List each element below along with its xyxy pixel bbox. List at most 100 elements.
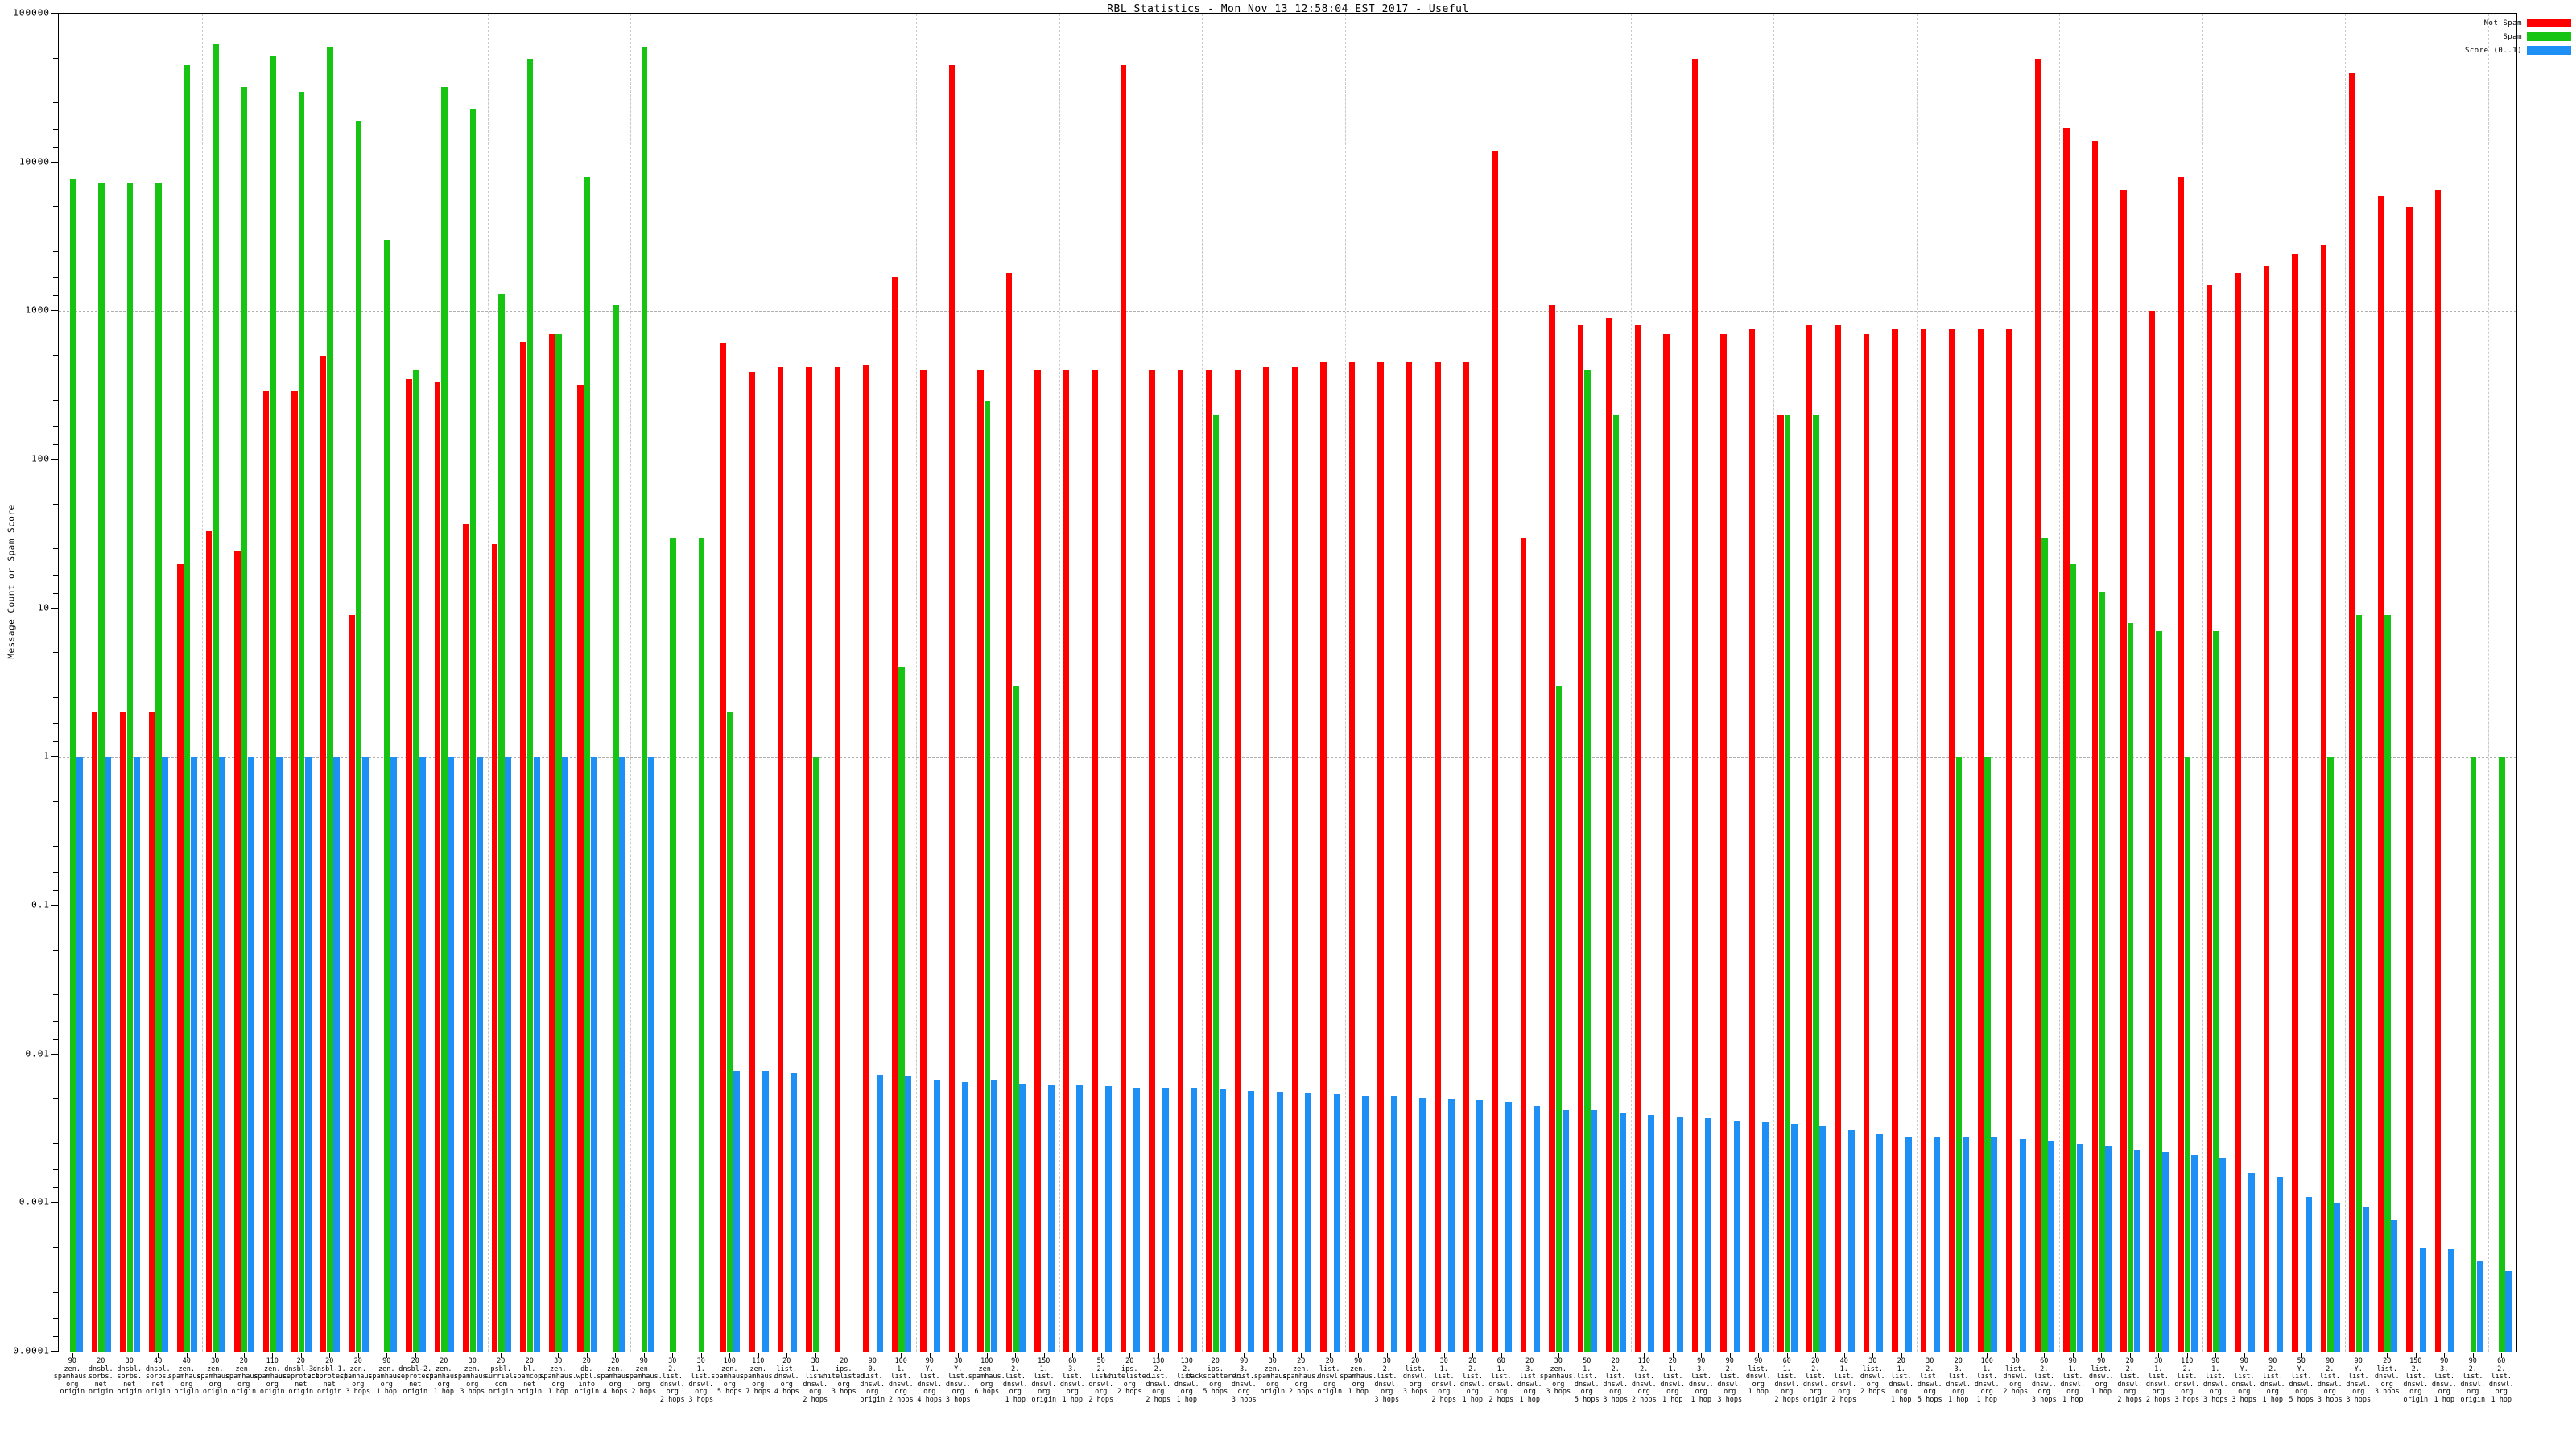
x-axis-label-line: 90: [2354, 1357, 2363, 1365]
bar-group: [2235, 14, 2255, 1352]
x-axis-tick-label: 20 2. list. dnswl. org origin: [1783, 1357, 1847, 1404]
x-axis-label-line: 3 hops: [1374, 1395, 1400, 1404]
y-axis-minor-tick: [53, 949, 58, 951]
x-axis-label-line: org: [1609, 1388, 1622, 1396]
x-axis-label-line: 1 hop: [547, 1388, 569, 1396]
bar-spam: [584, 176, 591, 1352]
x-axis-label-line: 20: [440, 1357, 448, 1365]
x-axis-label-line: 90: [2326, 1357, 2334, 1365]
x-axis-tick: [1644, 1353, 1645, 1358]
bar-group: [1920, 14, 1941, 1352]
x-axis-label-line: org: [266, 1380, 279, 1389]
x-axis-tick-label: 60 1. list. dnswl. org 2 hops: [1755, 1357, 1819, 1404]
x-axis-label-line: 1 hop: [1519, 1395, 1541, 1404]
x-axis-label-line: list.: [1805, 1373, 1827, 1381]
x-axis-label-line: 1 hop: [1690, 1395, 1712, 1404]
x-axis-label-line: list.: [2405, 1373, 2426, 1381]
x-axis-label-line: 90: [1754, 1357, 1763, 1365]
bar-group: [1092, 14, 1112, 1352]
x-axis-label-line: org: [1266, 1380, 1279, 1389]
x-axis-tick: [72, 1353, 73, 1358]
x-axis-label-line: 20: [1325, 1357, 1334, 1365]
bar-spam: [69, 178, 76, 1352]
x-axis-label-line: 1.: [2154, 1364, 2163, 1373]
x-axis-label-line: list.: [947, 1373, 969, 1381]
bar-group: [177, 14, 197, 1352]
x-axis-tick: [1244, 1353, 1245, 1358]
x-axis-tick-label: 30 zen. spamhaus. org 3 hops: [440, 1357, 505, 1397]
bar-group: [1291, 14, 1312, 1352]
y-axis-minor-tick: [53, 354, 58, 356]
x-axis-label-line: 90: [68, 1357, 76, 1365]
bar-score: [1162, 1087, 1169, 1352]
x-axis-label-line: org: [1724, 1388, 1736, 1396]
bar-spam: [155, 182, 162, 1352]
bar-score: [1762, 1121, 1769, 1352]
x-axis-tick-label: 20 list. dnswl. org 3 hops: [1383, 1357, 1447, 1397]
bar-spam: [1813, 415, 1819, 1352]
bar-group: [2178, 14, 2198, 1352]
x-axis-label-line: origin: [202, 1388, 228, 1396]
x-axis-tick: [2501, 1353, 2503, 1358]
x-axis-label-line: net: [295, 1380, 308, 1389]
x-axis-label-line: 30: [1439, 1357, 1448, 1365]
x-axis-tick: [2301, 1353, 2302, 1358]
x-axis-label-line: 3.: [1954, 1364, 1963, 1373]
x-axis-label-line: 2 hops: [803, 1395, 828, 1404]
x-axis-tick-label: 130 2. list. dnswl. org 1 hop: [1154, 1357, 1219, 1404]
x-axis-tick: [158, 1353, 159, 1358]
x-axis-tick-label: 90 2. list. dnswl. org 1 hop: [2240, 1357, 2305, 1404]
x-axis-tick: [729, 1353, 731, 1358]
x-axis-label-line: zen.: [264, 1364, 281, 1373]
x-axis-label-line: wpbl.: [576, 1373, 597, 1381]
bar-not-spam: [777, 366, 784, 1352]
x-axis-label-line: zen.: [1293, 1364, 1310, 1373]
y-axis-tick-label: 0.1: [31, 899, 50, 910]
bar-series-container: [59, 14, 2516, 1352]
bar-spam: [469, 108, 477, 1352]
x-axis-label-line: dnswl.: [1889, 1380, 1914, 1389]
x-axis-label-line: list.: [1490, 1373, 1512, 1381]
bar-score: [333, 757, 341, 1352]
x-axis-label-line: 90: [2440, 1357, 2449, 1365]
x-axis-label-line: list.: [662, 1373, 683, 1381]
x-axis-label-line: 3 hops: [688, 1395, 714, 1404]
x-axis-tick-label: 90 3. list. dnswl. org 3 hops: [1212, 1357, 1276, 1404]
x-axis-label-line: list.: [1233, 1373, 1255, 1381]
x-axis-label-line: list.: [1690, 1373, 1712, 1381]
x-axis-label-line: org: [609, 1380, 621, 1389]
bar-not-spam: [1634, 325, 1641, 1352]
x-axis-label-line: spamhaus.: [597, 1373, 634, 1381]
bar-group: [262, 14, 283, 1352]
bar-group: [1435, 14, 1455, 1352]
x-axis-tick-label: 110 zen. spamhaus. org 7 hops: [726, 1357, 791, 1397]
x-axis-label-line: org: [1066, 1388, 1079, 1396]
x-axis-label-line: 90: [1240, 1357, 1249, 1365]
x-axis-label-line: org: [2037, 1388, 2050, 1396]
x-axis-label-line: psbl.: [490, 1364, 512, 1373]
y-axis-minor-tick: [53, 277, 58, 279]
bar-spam: [2099, 591, 2105, 1352]
x-axis-label-line: net: [151, 1380, 164, 1389]
x-axis-tick: [1358, 1353, 1360, 1358]
x-axis-label-line: 5 hops: [1203, 1388, 1228, 1396]
bar-group: [205, 14, 226, 1352]
x-axis-label-line: dnswl.: [1574, 1380, 1600, 1389]
bar-spam: [1612, 415, 1620, 1352]
x-axis-label-line: 2 hops: [1146, 1395, 1171, 1404]
bar-score: [419, 757, 426, 1352]
bar-score: [2505, 1270, 2512, 1352]
x-axis-label-line: 4 hops: [917, 1395, 943, 1404]
x-axis-label-line: org: [208, 1380, 221, 1389]
y-axis-minor-tick: [53, 1187, 58, 1189]
bar-not-spam: [1977, 329, 1984, 1352]
x-axis-label-line: org: [809, 1388, 822, 1396]
x-axis-label-line: dnswl.: [1660, 1380, 1686, 1389]
bar-not-spam: [1406, 362, 1413, 1352]
x-axis-label-line: 2 hops: [659, 1395, 685, 1404]
x-axis-tick: [1558, 1353, 1559, 1358]
x-axis-label-line: list.: [1833, 1373, 1855, 1381]
x-axis-label-line: 3 hops: [460, 1388, 485, 1396]
x-axis-tick-label: 20 list. dnswl. org 4 hops: [754, 1357, 819, 1397]
x-axis-label-line: 1.: [1039, 1364, 1048, 1373]
